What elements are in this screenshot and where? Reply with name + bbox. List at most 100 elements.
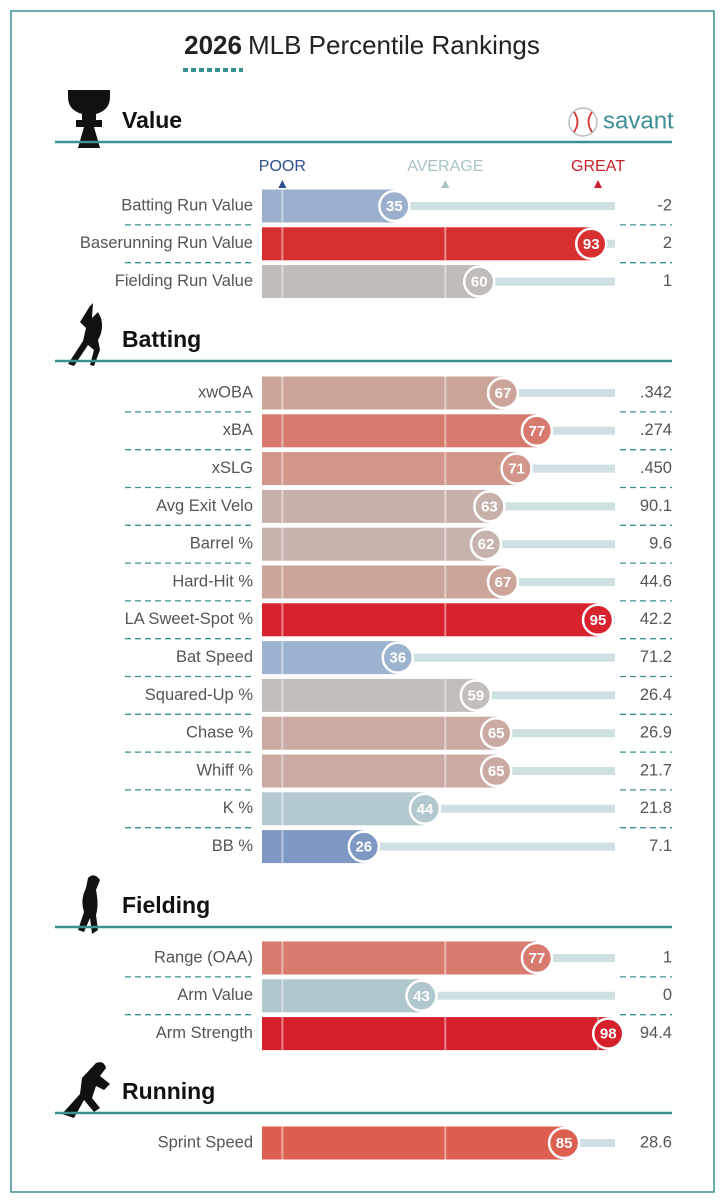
percentile-badge	[381, 641, 415, 674]
percentile-badge	[459, 679, 493, 712]
percentile-label: 77	[529, 423, 546, 440]
category-label: K %	[223, 799, 254, 817]
section-title: Fielding	[122, 892, 210, 918]
track	[486, 540, 615, 549]
track	[536, 426, 615, 435]
category-label: Bat Speed	[176, 648, 253, 666]
percentile-badge	[574, 227, 608, 261]
percentile-badge	[347, 830, 381, 863]
percentile-badge	[378, 189, 411, 223]
category-label: Fielding Run Value	[115, 272, 253, 290]
category-label: xwOBA	[198, 383, 253, 401]
percentile-badge	[486, 565, 520, 599]
stat-value: 90.1	[640, 497, 672, 515]
runner-icon	[62, 1062, 110, 1118]
stat-value: 26.9	[640, 724, 672, 742]
stat-value: .450	[640, 459, 672, 477]
bar	[262, 565, 503, 599]
percentile-label: 44	[417, 801, 434, 818]
percentile-label: 62	[478, 536, 495, 553]
bar	[262, 1126, 565, 1160]
batter-icon	[68, 303, 102, 366]
percentile-badge	[547, 1126, 581, 1160]
percentile-label: 95	[590, 612, 607, 629]
percentile-label: 93	[583, 236, 600, 253]
bar	[262, 603, 599, 637]
percentile-badge	[405, 979, 438, 1013]
track	[564, 1139, 615, 1147]
logo-seams	[573, 111, 593, 133]
category-label: Chase %	[186, 724, 253, 742]
track	[397, 653, 615, 662]
percentile-badge	[591, 1017, 625, 1050]
scale-label: POOR	[259, 158, 306, 175]
stat-value: 71.2	[640, 648, 672, 666]
category-label: Whiff %	[196, 761, 253, 779]
track	[496, 729, 615, 738]
percentile-badge	[479, 754, 513, 788]
percentile-badge	[479, 716, 513, 750]
percentile-label: 67	[495, 385, 512, 402]
category-label: xBA	[223, 421, 253, 439]
percentile-label: 98	[600, 1026, 617, 1043]
category-label: Sprint Speed	[158, 1133, 253, 1151]
bar	[262, 414, 537, 448]
percentile-badge	[408, 792, 442, 826]
scale-marker	[441, 180, 450, 188]
percentile-label: 43	[413, 988, 430, 1005]
bar	[262, 979, 422, 1013]
track	[475, 691, 615, 700]
category-label: Barrel %	[190, 535, 254, 553]
scale-marker	[278, 180, 287, 188]
track	[424, 804, 615, 813]
percentile-label: 65	[488, 725, 505, 742]
category-label: Hard-Hit %	[172, 572, 253, 590]
stat-value: 28.6	[640, 1133, 672, 1151]
percentile-badge	[469, 527, 503, 561]
stat-value: -2	[657, 196, 672, 214]
title-year: 2026	[184, 30, 242, 60]
stat-value: 26.4	[640, 686, 672, 704]
category-label: BB %	[212, 837, 254, 855]
percentile-label: 36	[389, 650, 406, 667]
percentile-label: 67	[495, 574, 512, 591]
percentile-label: 63	[481, 498, 498, 515]
category-label: Batting Run Value	[121, 196, 253, 214]
logo-text: savant	[603, 107, 674, 134]
stat-value: 2	[663, 234, 672, 252]
stat-value: 9.6	[649, 535, 672, 553]
scale-label: GREAT	[571, 158, 625, 175]
bar	[262, 792, 425, 826]
percentile-label: 59	[467, 687, 484, 704]
bar	[262, 489, 490, 523]
percentile-badge	[581, 603, 615, 637]
percentile-badge	[520, 414, 554, 448]
category-label: Range (OAA)	[154, 948, 253, 966]
section-title: Batting	[122, 326, 201, 352]
stat-value: .274	[640, 421, 672, 439]
stat-value: 0	[663, 986, 672, 1004]
percentile-badge	[520, 941, 554, 975]
stat-value: .342	[640, 383, 672, 401]
track	[496, 767, 615, 775]
percentile-label: 71	[508, 461, 525, 478]
percentile-badge	[473, 490, 506, 523]
percentile-label: 35	[386, 198, 403, 215]
track	[489, 502, 615, 511]
scale-marker	[594, 180, 603, 188]
section-title: Running	[122, 1078, 215, 1104]
percentile-label: 60	[471, 274, 488, 291]
savant-logo: savant	[568, 107, 674, 137]
category-label: LA Sweet-Spot %	[125, 610, 254, 628]
logo-ball	[568, 107, 598, 137]
stat-value: 44.6	[640, 572, 672, 590]
percentile-label: 85	[556, 1135, 573, 1152]
percentile-label: 26	[355, 839, 372, 856]
bar	[262, 754, 497, 788]
track	[516, 464, 615, 473]
bar	[262, 941, 537, 975]
icons	[62, 90, 110, 1118]
track	[363, 842, 615, 851]
bar	[262, 1017, 609, 1051]
